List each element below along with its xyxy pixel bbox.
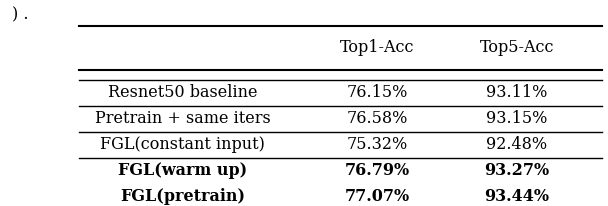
Text: 76.58%: 76.58% (347, 110, 407, 128)
Text: 92.48%: 92.48% (486, 136, 547, 153)
Text: Top5-Acc: Top5-Acc (480, 40, 554, 56)
Text: 93.11%: 93.11% (486, 84, 547, 101)
Text: Resnet50 baseline: Resnet50 baseline (108, 84, 257, 101)
Text: Pretrain + same iters: Pretrain + same iters (94, 110, 271, 128)
Text: 93.44%: 93.44% (485, 188, 549, 205)
Text: 76.79%: 76.79% (344, 162, 410, 179)
Text: 93.15%: 93.15% (486, 110, 547, 128)
Text: 93.27%: 93.27% (484, 162, 550, 179)
Text: Top1-Acc: Top1-Acc (340, 40, 414, 56)
Text: 75.32%: 75.32% (347, 136, 407, 153)
Text: FGL(constant input): FGL(constant input) (100, 136, 265, 153)
Text: FGL(warm up): FGL(warm up) (118, 162, 247, 179)
Text: 77.07%: 77.07% (344, 188, 410, 205)
Text: 76.15%: 76.15% (347, 84, 407, 101)
Text: ) .: ) . (12, 6, 29, 23)
Text: FGL(pretrain): FGL(pretrain) (120, 188, 245, 205)
